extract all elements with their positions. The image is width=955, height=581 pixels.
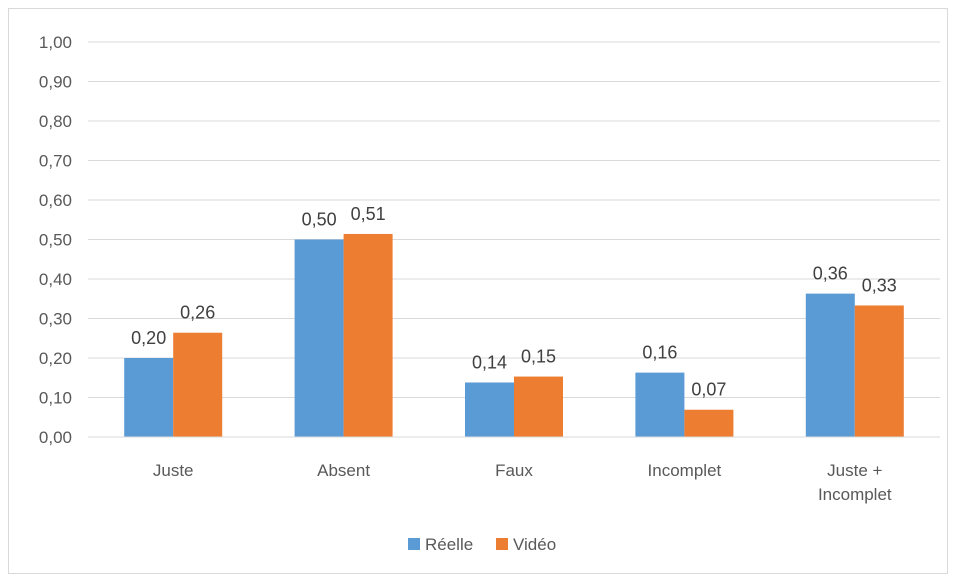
x-category-label: Juste + bbox=[827, 461, 882, 480]
x-category-label: Incomplet bbox=[818, 485, 892, 504]
data-label: 0,15 bbox=[521, 347, 556, 367]
y-tick-label: 0,30 bbox=[39, 310, 72, 329]
bar-réelle[interactable] bbox=[465, 382, 514, 437]
data-label: 0,14 bbox=[472, 352, 507, 372]
bar-réelle[interactable] bbox=[805, 293, 855, 437]
bar-réelle[interactable] bbox=[124, 358, 174, 437]
bar-réelle[interactable] bbox=[294, 239, 344, 438]
x-category-label: Incomplet bbox=[648, 461, 722, 480]
bar-vidéo[interactable] bbox=[173, 332, 223, 437]
legend-swatch-réelle bbox=[408, 538, 420, 550]
data-label: 0,16 bbox=[642, 343, 677, 363]
bar-vidéo[interactable] bbox=[343, 233, 393, 437]
data-label: 0,26 bbox=[180, 303, 215, 323]
y-tick-label: 0,90 bbox=[39, 73, 72, 92]
x-category-label: Absent bbox=[317, 461, 370, 480]
data-label: 0,36 bbox=[813, 264, 848, 284]
y-tick-label: 0,50 bbox=[39, 231, 72, 250]
data-label: 0,33 bbox=[862, 275, 897, 295]
y-tick-label: 1,00 bbox=[39, 33, 72, 52]
y-tick-label: 0,40 bbox=[39, 270, 72, 289]
bar-vidéo[interactable] bbox=[514, 376, 563, 437]
legend-label-vidéo: Vidéo bbox=[513, 535, 556, 554]
bar-réelle[interactable] bbox=[635, 372, 685, 437]
data-label: 0,20 bbox=[131, 328, 166, 348]
bar-vidéo[interactable] bbox=[854, 305, 904, 437]
y-tick-label: 0,80 bbox=[39, 112, 72, 131]
legend-label-réelle: Réelle bbox=[425, 535, 473, 554]
data-label: 0,07 bbox=[691, 380, 726, 400]
x-category-label: Faux bbox=[495, 461, 533, 480]
y-tick-label: 0,60 bbox=[39, 191, 72, 210]
data-label: 0,51 bbox=[351, 204, 386, 224]
legend-swatch-vidéo bbox=[496, 538, 508, 550]
y-tick-label: 0,10 bbox=[39, 389, 72, 408]
bar-vidéo[interactable] bbox=[684, 409, 734, 437]
y-tick-label: 0,70 bbox=[39, 152, 72, 171]
data-label: 0,50 bbox=[302, 210, 337, 230]
y-tick-label: 0,00 bbox=[39, 428, 72, 447]
x-category-label: Juste bbox=[153, 461, 194, 480]
y-tick-label: 0,20 bbox=[39, 349, 72, 368]
chart-frame bbox=[8, 8, 948, 574]
